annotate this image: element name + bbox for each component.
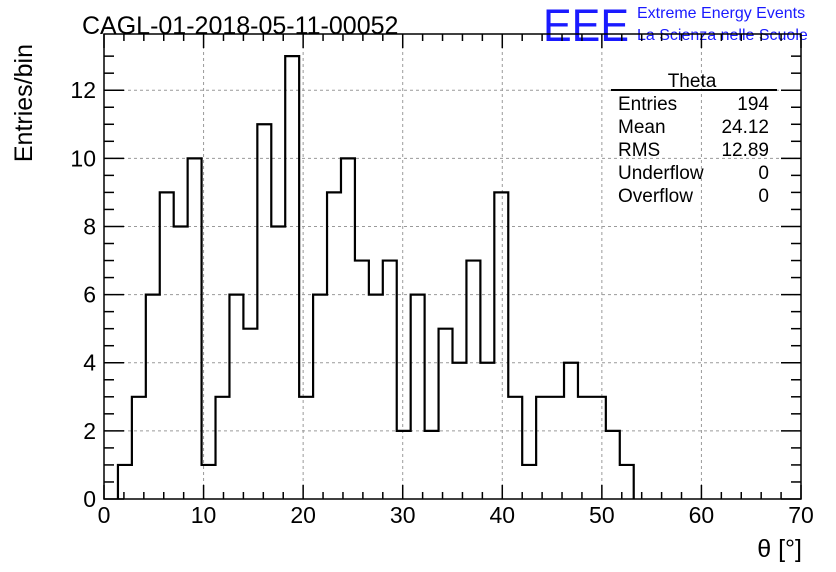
histogram-bin <box>188 158 202 499</box>
histogram-bin <box>439 329 453 499</box>
y-tick-labels: 0 2 4 6 8 10 12 <box>70 77 96 512</box>
stats-label: RMS <box>618 140 660 161</box>
histogram-bin <box>466 261 480 499</box>
histogram-bin <box>522 465 536 499</box>
stats-value: 0 <box>758 186 769 207</box>
y-tick-label: 2 <box>83 418 96 444</box>
stats-label: Entries <box>618 94 677 115</box>
histogram-bin <box>383 261 397 499</box>
x-axis-label: θ [°] <box>757 535 802 563</box>
histogram-bars <box>116 55 635 499</box>
stats-label: Overflow <box>618 186 693 207</box>
stats-label: Mean <box>618 117 666 138</box>
histogram-bin <box>118 465 132 499</box>
y-axis-label: Entries/bin <box>10 44 38 162</box>
y-tick-label: 0 <box>83 486 96 512</box>
histogram-bin <box>508 397 522 499</box>
histogram-bin <box>299 397 313 499</box>
x-tick-labels: 0 10 20 30 40 50 60 70 <box>98 502 814 528</box>
histogram-bin <box>411 295 425 499</box>
axis-ticks <box>103 34 802 500</box>
histogram-bin <box>216 397 230 499</box>
stats-value: 24.12 <box>721 117 769 138</box>
x-tick-label: 40 <box>489 502 515 528</box>
chart-title: CAGL-01-2018-05-11-00052 <box>82 12 398 40</box>
x-tick-label: 70 <box>788 502 814 528</box>
histogram-bin <box>494 192 508 499</box>
y-tick-label: 8 <box>83 213 96 239</box>
histogram-bin <box>341 158 355 499</box>
histogram-bin <box>229 295 243 499</box>
stats-value: 12.89 <box>721 140 769 161</box>
histogram-bin <box>425 431 439 499</box>
stats-box: Theta Entries 194 Mean 24.12 RMS 12.89 Underfl… <box>611 71 777 207</box>
x-tick-label: 10 <box>191 502 217 528</box>
x-tick-label: 20 <box>290 502 316 528</box>
histogram-bin <box>132 397 146 499</box>
x-tick-label: 30 <box>390 502 416 528</box>
logo-line2: La Scienza nelle Scuole <box>637 27 808 44</box>
y-tick-label: 6 <box>83 282 96 308</box>
y-tick-label: 10 <box>70 145 96 171</box>
y-tick-label: 12 <box>70 77 96 103</box>
y-tick-label: 4 <box>83 350 96 376</box>
histogram-bin <box>550 397 564 499</box>
logo-line1: Extreme Energy Events <box>637 5 805 22</box>
histogram-bin <box>578 397 592 499</box>
histogram-bin <box>369 295 383 499</box>
plot-frame <box>103 33 802 500</box>
stats-value: 194 <box>737 94 769 115</box>
stats-value: 0 <box>758 163 769 184</box>
histogram-bin <box>257 124 271 499</box>
histogram-bin <box>592 397 606 499</box>
x-tick-label: 60 <box>689 502 715 528</box>
histogram-bin <box>285 56 299 499</box>
histogram-bin <box>397 431 411 499</box>
eee-logo: EEE Extreme Energy Events La Scienza nel… <box>543 0 808 51</box>
x-tick-label: 0 <box>98 502 111 528</box>
stats-rows: Entries 194 Mean 24.12 RMS 12.89 Underflow 0 Ove… <box>618 94 769 207</box>
x-tick-label: 50 <box>589 502 615 528</box>
stats-label: Underflow <box>618 163 704 184</box>
histogram-bin <box>160 192 174 499</box>
histogram-bin <box>536 397 550 499</box>
histogram-bin <box>355 261 369 499</box>
histogram-bin <box>146 295 160 499</box>
histogram-bin <box>606 431 620 499</box>
histogram-bin <box>174 226 188 499</box>
stats-title: Theta <box>668 71 717 92</box>
histogram-bin <box>327 192 341 499</box>
histogram-bin <box>243 329 257 499</box>
histogram-bin <box>313 295 327 499</box>
grid-lines <box>104 34 801 499</box>
histogram-outline <box>116 55 635 499</box>
logo-letters: EEE <box>543 0 629 51</box>
